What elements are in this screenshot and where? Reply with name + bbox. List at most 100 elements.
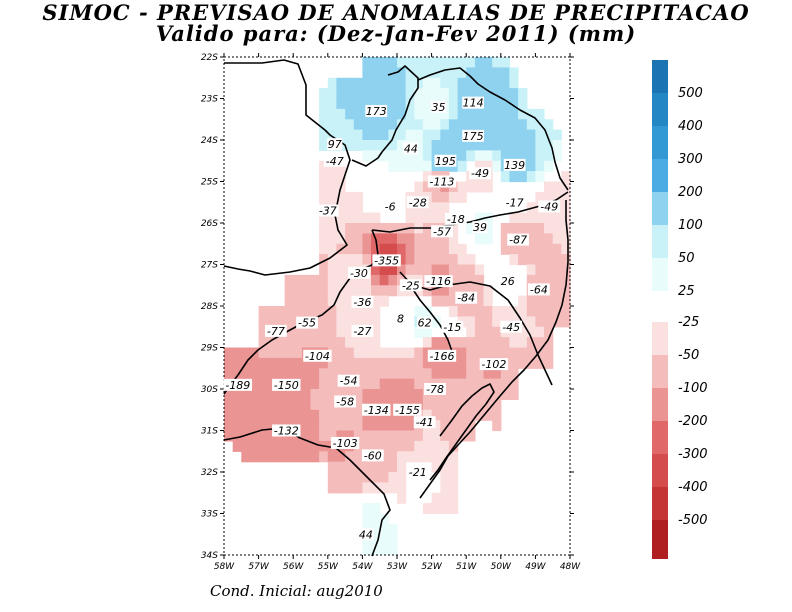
value-labels: 173 35 114 175 97 44 -47 195 139 -49 -113 -37 -6 -28 -… — [223, 96, 561, 541]
field-cell — [414, 440, 424, 452]
field-cell — [405, 254, 415, 266]
field-cell — [371, 513, 381, 525]
field-cell — [552, 223, 562, 234]
field-cell — [371, 150, 381, 162]
field-cell — [535, 233, 545, 245]
field-cell — [345, 243, 355, 255]
field-cell — [509, 171, 519, 183]
field-cell — [345, 420, 355, 432]
field-cell — [448, 482, 459, 494]
value-label-bg — [330, 436, 360, 449]
field-cell — [371, 67, 381, 79]
field-cell — [388, 108, 398, 120]
lon-tick-label: 54W — [352, 562, 373, 572]
field-cell — [509, 357, 519, 369]
field-cell — [405, 88, 415, 100]
field-cell — [483, 77, 493, 89]
value-label: -54 — [337, 374, 360, 388]
field-cell — [492, 160, 502, 172]
boundary-rs-inner — [409, 284, 456, 361]
field-cell — [448, 378, 459, 390]
value-label: 44 — [403, 142, 419, 155]
lat-tick-label: 26S — [201, 219, 218, 229]
field-cell — [362, 482, 372, 494]
field-cell — [362, 357, 372, 369]
field-cell — [448, 295, 459, 307]
field-cell — [457, 67, 467, 79]
boundary-sp-pr — [417, 67, 569, 191]
field-cell — [500, 389, 510, 400]
value-label-text: -36 — [353, 296, 371, 309]
field-cell — [483, 337, 493, 349]
value-label-bg — [503, 196, 526, 209]
field-cell — [362, 306, 372, 317]
value-label-text: -87 — [509, 234, 527, 247]
field-cell — [379, 513, 389, 525]
boundary-paraguay-ms — [223, 59, 351, 276]
value-label: -58 — [334, 395, 356, 408]
field-cell — [327, 223, 337, 234]
field-cell — [241, 399, 251, 411]
field-cell — [267, 430, 277, 442]
field-cell — [310, 306, 320, 317]
field-cell — [422, 440, 433, 452]
field-cell — [457, 285, 467, 297]
field-cell — [327, 243, 337, 255]
field-cell — [258, 368, 268, 380]
lat-tick-label: 28S — [201, 302, 218, 312]
field-cell — [353, 337, 363, 349]
field-cell — [457, 274, 467, 286]
field-cell — [293, 440, 303, 452]
field-cell — [474, 357, 485, 369]
field-cell — [362, 119, 372, 131]
field-cell — [535, 171, 545, 183]
field-cell — [500, 150, 510, 162]
field-cell — [241, 409, 251, 421]
value-label: -17 — [503, 196, 526, 209]
field-cell — [379, 420, 389, 432]
field-cell — [526, 108, 537, 120]
field-cell — [466, 264, 476, 276]
field-cell — [535, 150, 545, 162]
field-cell — [336, 409, 346, 421]
field-cell — [431, 202, 441, 214]
field-cell — [353, 306, 363, 317]
value-label-bg — [303, 349, 332, 362]
field-cell — [336, 461, 346, 473]
field-cell — [405, 108, 415, 120]
field-cell — [284, 316, 294, 328]
lat-tick-label: 32S — [201, 468, 218, 478]
field-cell — [258, 378, 268, 390]
value-label-text: 195 — [435, 155, 456, 168]
value-label-bg — [444, 212, 467, 225]
field-cell — [232, 347, 242, 359]
field-cell — [388, 409, 398, 421]
field-cell — [448, 285, 459, 297]
field-cell — [500, 337, 510, 349]
field-cell — [362, 285, 372, 297]
field-cell — [371, 523, 381, 535]
field-cell — [526, 326, 537, 338]
field-cell — [509, 347, 519, 359]
field-cell — [379, 534, 389, 546]
field-cell — [440, 77, 450, 89]
field-cell — [362, 212, 372, 224]
field-cell — [492, 347, 502, 359]
value-label-text: -49 — [471, 167, 489, 180]
lat-tick-label: 34S — [201, 551, 218, 561]
value-label: 26 — [500, 275, 516, 288]
field-cell — [440, 409, 450, 421]
field-cell — [466, 430, 476, 442]
field-cell — [518, 326, 528, 338]
field-cell — [448, 57, 459, 68]
field-cell — [552, 233, 562, 245]
field-cell — [474, 181, 485, 193]
field-cell — [388, 389, 398, 400]
field-cell — [518, 119, 528, 131]
field-cell — [232, 389, 242, 400]
field-cell — [353, 119, 363, 131]
field-cell — [293, 368, 303, 380]
legend-swatch — [652, 355, 668, 388]
value-label-text: -77 — [267, 325, 285, 338]
field-cell — [492, 98, 502, 110]
